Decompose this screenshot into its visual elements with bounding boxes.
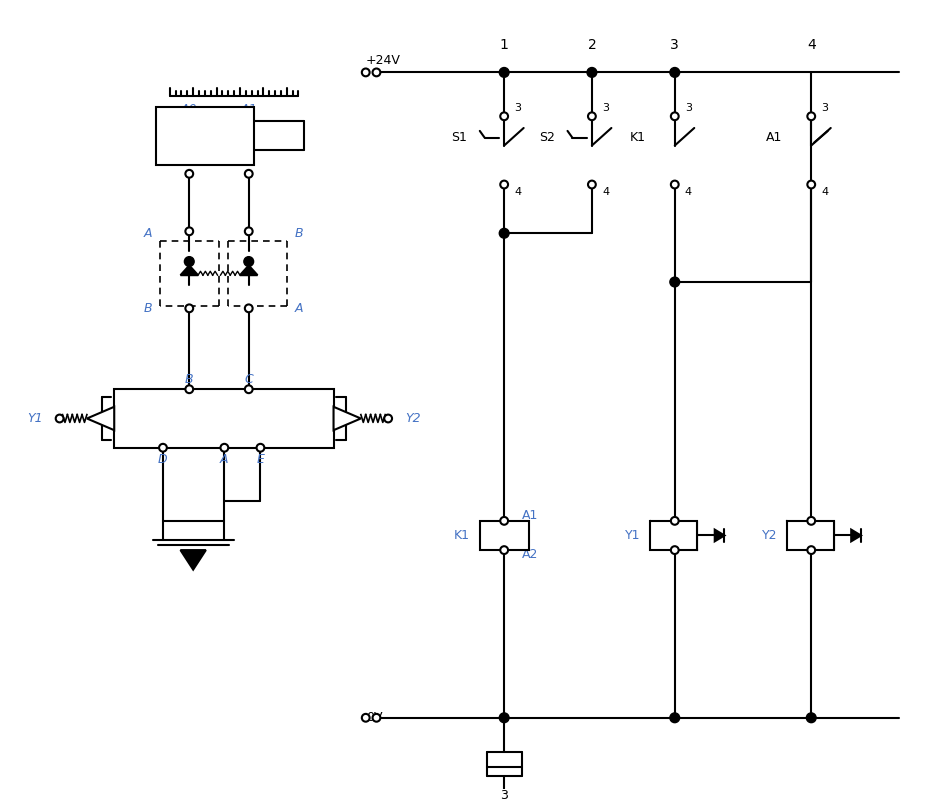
Text: 3: 3 (514, 104, 521, 114)
Text: 3: 3 (602, 104, 609, 114)
Text: 1: 1 (500, 38, 508, 52)
Text: 3: 3 (500, 789, 508, 803)
Circle shape (362, 714, 370, 721)
Circle shape (372, 68, 380, 76)
Circle shape (256, 444, 264, 452)
Text: 2: 2 (587, 38, 596, 52)
Circle shape (384, 415, 392, 423)
Circle shape (499, 68, 509, 77)
Circle shape (670, 68, 680, 77)
Bar (786, 521, 834, 550)
Circle shape (186, 304, 193, 312)
Text: +24V: +24V (366, 54, 401, 67)
Circle shape (500, 180, 508, 188)
Text: 0V: 0V (366, 712, 382, 724)
Bar (114, 390, 334, 448)
Circle shape (670, 547, 679, 554)
Polygon shape (180, 266, 198, 275)
Circle shape (372, 714, 380, 721)
Circle shape (670, 277, 680, 287)
Circle shape (159, 444, 167, 452)
Circle shape (807, 180, 815, 188)
Text: E: E (256, 453, 264, 466)
Circle shape (670, 113, 679, 120)
Polygon shape (852, 530, 861, 541)
Text: 3: 3 (821, 104, 828, 114)
Text: A1: A1 (240, 103, 257, 116)
Polygon shape (240, 266, 257, 275)
Text: A: A (220, 453, 228, 466)
Polygon shape (715, 530, 724, 541)
Bar (480, 521, 528, 550)
Circle shape (244, 257, 254, 266)
Text: B: B (143, 302, 152, 315)
Circle shape (806, 713, 816, 723)
Text: A1: A1 (766, 131, 782, 144)
Circle shape (670, 180, 679, 188)
Circle shape (500, 547, 508, 554)
Text: C: C (244, 373, 253, 386)
Circle shape (670, 713, 680, 723)
Circle shape (186, 228, 193, 235)
Circle shape (807, 547, 815, 554)
Circle shape (499, 713, 509, 723)
Text: B: B (294, 227, 304, 240)
Circle shape (186, 386, 193, 393)
Text: A0: A0 (181, 103, 197, 116)
Circle shape (588, 113, 596, 120)
Circle shape (807, 517, 815, 525)
Text: B: B (185, 373, 193, 386)
Text: D: D (158, 453, 168, 466)
Circle shape (245, 228, 253, 235)
Text: S1: S1 (452, 131, 467, 144)
Circle shape (670, 517, 679, 525)
Circle shape (245, 386, 253, 393)
Polygon shape (334, 407, 361, 430)
Text: 4: 4 (514, 188, 521, 197)
Circle shape (186, 170, 193, 178)
Circle shape (587, 68, 597, 77)
Bar (651, 521, 697, 550)
Polygon shape (180, 550, 206, 570)
Text: 4: 4 (685, 188, 692, 197)
Circle shape (56, 415, 63, 423)
Text: S2: S2 (539, 131, 554, 144)
Circle shape (500, 113, 508, 120)
Text: A1: A1 (521, 510, 538, 522)
Text: 3: 3 (670, 38, 679, 52)
Text: Y1: Y1 (27, 412, 43, 425)
Text: Y1: Y1 (625, 529, 640, 542)
Circle shape (499, 229, 509, 238)
Circle shape (185, 257, 194, 266)
Text: A: A (143, 227, 152, 240)
Polygon shape (87, 407, 114, 430)
Bar (157, 106, 254, 165)
Circle shape (221, 444, 228, 452)
Text: K1: K1 (454, 529, 470, 542)
Text: 4: 4 (821, 188, 829, 197)
Circle shape (500, 517, 508, 525)
Text: 3: 3 (685, 104, 692, 114)
Text: A: A (294, 302, 303, 315)
Text: 4: 4 (602, 188, 609, 197)
Text: Y2: Y2 (405, 412, 421, 425)
Circle shape (245, 304, 253, 312)
Circle shape (807, 113, 815, 120)
Text: Y2: Y2 (762, 529, 777, 542)
Text: A2: A2 (521, 548, 538, 561)
Text: 4: 4 (807, 38, 816, 52)
Circle shape (245, 170, 253, 178)
Circle shape (588, 180, 596, 188)
Circle shape (362, 68, 370, 76)
Text: K1: K1 (630, 131, 646, 144)
